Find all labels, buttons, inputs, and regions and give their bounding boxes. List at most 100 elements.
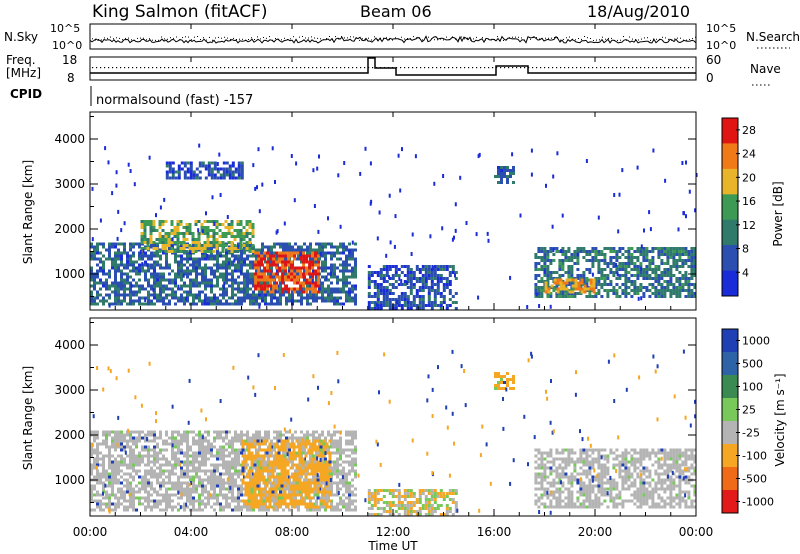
range-cell [195,284,198,288]
range-cell [279,242,282,246]
range-cell [327,296,330,300]
range-cell [305,266,309,270]
range-cell [251,223,255,226]
range-cell [126,442,129,446]
range-cell [191,247,195,250]
range-cell [117,499,120,503]
range-cell [409,283,413,286]
range-cell [102,457,105,461]
range-cell [207,302,210,306]
range-cell [204,445,207,449]
range-cell [90,448,93,452]
range-cell [177,460,180,464]
range-cell [681,253,685,256]
range-cell [93,499,96,503]
range-cell [120,448,123,452]
range-cell [147,451,150,455]
range-cell [144,287,147,291]
nave-dot [672,67,674,69]
range-cell [105,493,108,497]
range-cell [257,269,261,273]
noise-search-dot [368,37,369,39]
range-cell [165,266,168,270]
range-cell [317,263,321,267]
range-cell [618,295,622,298]
range-cell [180,278,183,282]
range-cell [240,161,244,165]
noise-search-dot [176,36,177,38]
range-cell [186,469,189,473]
station-title: King Salmon (fitACF) [92,2,268,22]
range-cell [141,448,144,452]
range-cell [207,481,210,485]
range-cell [237,254,240,258]
range-cell [693,247,697,250]
range-cell [168,167,172,171]
range-cell [287,251,291,255]
range-cell [225,293,228,297]
range-cell [675,250,679,253]
range-cell [588,250,592,253]
range-cell [273,296,276,300]
range-cell [321,296,324,300]
range-cell [198,448,201,452]
range-cell [412,304,416,307]
nave-dot [616,67,618,69]
range-cell [96,245,99,249]
range-cell [249,299,252,303]
scatter-cell [613,193,616,197]
range-cell [246,254,249,258]
range-cell [258,508,261,512]
range-cell [293,251,297,255]
range-cell [260,257,264,261]
range-cell [588,268,592,271]
range-cell [547,290,551,294]
noise-search-dot [302,36,303,37]
range-cell [345,281,348,285]
nave-dot [288,67,290,69]
range-cell [678,283,682,286]
range-cell [176,247,180,250]
range-cell [367,265,371,268]
noise-search-dot [113,38,114,40]
nave-dot [692,67,694,69]
range-cell [597,265,601,268]
range-cell [243,505,246,509]
range-cell [348,290,351,294]
range-cell [571,278,575,282]
range-cell [433,301,437,304]
range-cell [161,235,165,238]
range-cell [264,508,267,512]
range-cell [102,281,105,285]
range-cell [159,502,162,506]
range-cell [270,248,273,252]
range-cell [219,302,222,306]
range-cell [185,232,189,235]
range-cell [336,245,339,249]
range-cell [549,271,553,274]
scatter-cell [293,198,296,203]
range-cell [144,454,147,458]
range-cell [239,220,243,223]
range-cell [171,290,174,294]
range-cell [149,232,153,235]
range-cell [370,271,374,274]
range-cell [269,254,273,258]
range-cell [201,460,204,464]
range-cell [117,439,120,443]
range-cell [192,263,195,267]
range-cell [430,280,434,283]
range-cell [597,277,601,280]
range-cell [246,272,249,276]
range-cell [237,469,240,473]
range-cell [639,283,643,286]
range-cell [162,287,165,291]
scatter-cell [127,162,130,167]
range-cell [111,493,114,497]
range-cell [204,496,207,500]
range-cell [240,290,243,294]
noise-search-dot [575,39,576,41]
range-cell [165,170,169,174]
range-cell [195,484,198,488]
range-cell [660,259,664,262]
